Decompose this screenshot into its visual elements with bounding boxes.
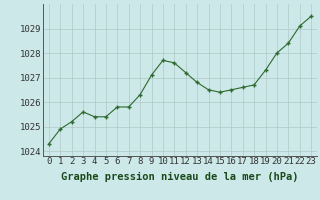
X-axis label: Graphe pression niveau de la mer (hPa): Graphe pression niveau de la mer (hPa) (61, 172, 299, 182)
